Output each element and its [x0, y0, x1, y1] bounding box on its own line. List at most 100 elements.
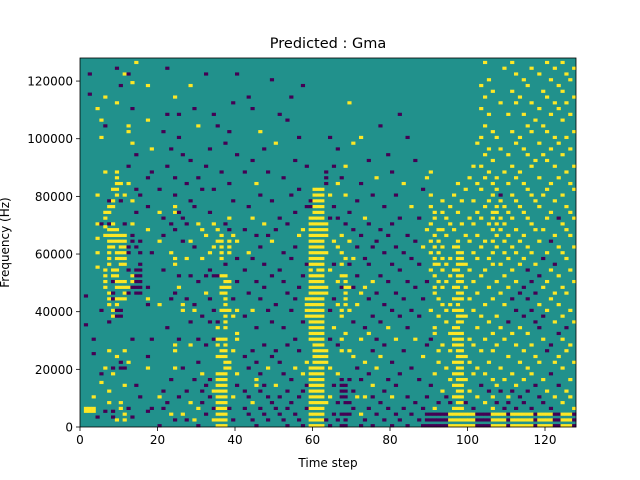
heatmap-cell: [436, 228, 441, 232]
heatmap-cell: [169, 222, 174, 226]
heatmap-cell: [533, 262, 538, 266]
heatmap-cell: [320, 233, 325, 238]
heatmap-cell: [312, 245, 317, 249]
heatmap-cell: [308, 406, 313, 410]
heatmap-cell: [428, 268, 433, 272]
heatmap-cell: [173, 349, 178, 353]
heatmap-cell: [331, 164, 337, 168]
heatmap-cell: [320, 251, 325, 255]
heatmap-cell: [184, 256, 189, 261]
heatmap-cell: [537, 360, 542, 364]
heatmap-cell: [118, 401, 123, 405]
heatmap-cell: [145, 118, 151, 122]
heatmap-cell: [502, 424, 507, 428]
heatmap-cell: [308, 303, 313, 307]
heatmap-cell: [254, 181, 259, 186]
heatmap-cell: [490, 181, 495, 186]
x-axis-label: Time step: [297, 456, 357, 470]
heatmap-cell: [490, 262, 495, 266]
heatmap-cell: [467, 424, 472, 428]
heatmap-cell: [448, 349, 453, 353]
heatmap-cell: [552, 360, 557, 364]
heatmap-cell: [494, 424, 499, 428]
heatmap-cell: [366, 222, 371, 226]
heatmap-cell: [339, 389, 344, 393]
heatmap-cell: [122, 222, 127, 226]
heatmap-cell: [103, 274, 108, 278]
heatmap-cell: [235, 383, 240, 387]
heatmap-cell: [343, 401, 348, 405]
heatmap-cell: [409, 256, 414, 261]
heatmap-cell: [537, 141, 542, 145]
heatmap-cell: [316, 256, 321, 261]
heatmap-cell: [436, 349, 441, 353]
heatmap-cell: [455, 291, 461, 295]
heatmap-cell: [432, 418, 437, 422]
heatmap-cell: [459, 395, 464, 399]
heatmap-cell: [320, 216, 325, 220]
heatmap-cell: [483, 60, 488, 65]
heatmap-cell: [157, 187, 162, 191]
heatmap-cell: [308, 320, 313, 324]
heatmap-cell: [328, 395, 333, 399]
heatmap-cell: [471, 412, 476, 416]
heatmap-cell: [459, 401, 464, 405]
heatmap-cell: [440, 268, 445, 272]
heatmap-cell: [335, 216, 340, 220]
heatmap-cell: [448, 377, 453, 382]
heatmap-cell: [479, 349, 484, 353]
heatmap-cell: [173, 176, 178, 180]
heatmap-cell: [370, 383, 375, 387]
heatmap-cell: [510, 130, 515, 134]
heatmap-cell: [568, 412, 573, 416]
heatmap-cell: [207, 320, 213, 324]
heatmap-cell: [328, 135, 333, 140]
heatmap-cell: [343, 274, 348, 278]
heatmap-cell: [114, 418, 120, 422]
heatmap-cell: [277, 412, 282, 416]
heatmap-cell: [312, 366, 317, 370]
heatmap-cell: [537, 176, 542, 180]
heatmap-cell: [269, 401, 275, 405]
heatmap-cell: [525, 418, 530, 422]
heatmap-cell: [560, 118, 565, 122]
heatmap-cell: [211, 187, 216, 191]
heatmap-cell: [118, 406, 123, 410]
heatmap-cell: [401, 297, 406, 301]
heatmap-cell: [370, 424, 375, 428]
heatmap-cell: [219, 418, 224, 422]
heatmap-cell: [122, 251, 127, 255]
heatmap-cell: [529, 193, 534, 197]
heatmap-cell: [452, 424, 457, 428]
heatmap-cell: [494, 135, 499, 140]
heatmap-cell: [339, 377, 344, 382]
heatmap-cell: [297, 418, 302, 422]
heatmap-cell: [475, 181, 480, 186]
heatmap-cell: [126, 181, 131, 186]
heatmap-cell: [118, 308, 123, 312]
heatmap-cell: [223, 366, 228, 370]
heatmap-cell: [510, 297, 515, 301]
heatmap-cell: [510, 89, 515, 93]
heatmap-cell: [560, 401, 565, 405]
heatmap-cell: [130, 233, 135, 238]
heatmap-cell: [173, 210, 178, 214]
heatmap-cell: [374, 366, 379, 370]
heatmap-cell: [223, 424, 228, 428]
heatmap-cell: [486, 285, 492, 289]
heatmap-cell: [103, 124, 108, 128]
heatmap-cell: [308, 222, 313, 226]
heatmap-cell: [227, 251, 232, 255]
heatmap-cell: [424, 418, 430, 422]
heatmap-cell: [339, 337, 344, 341]
heatmap-cell: [455, 308, 461, 312]
heatmap-cell: [219, 308, 224, 312]
heatmap-cell: [502, 205, 507, 209]
heatmap-cell: [262, 262, 267, 266]
heatmap-cell: [269, 239, 275, 243]
heatmap-cell: [277, 395, 282, 399]
heatmap-cell: [459, 349, 464, 353]
heatmap-cell: [475, 395, 480, 399]
heatmap-cell: [564, 170, 569, 174]
heatmap-cell: [91, 352, 96, 356]
